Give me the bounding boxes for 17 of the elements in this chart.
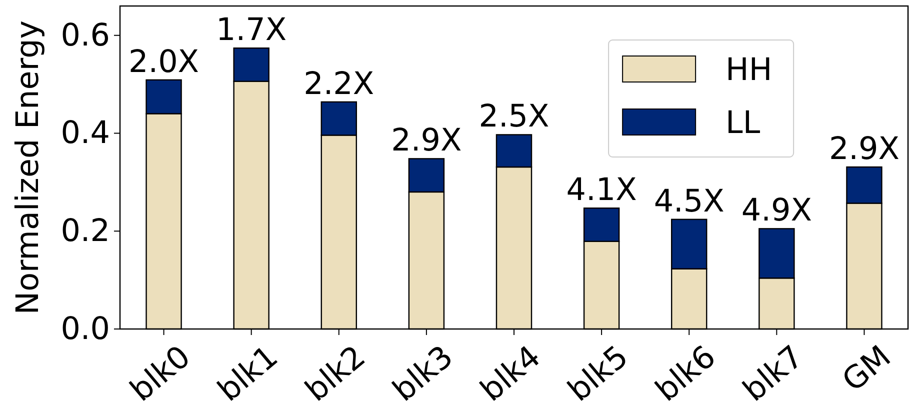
- y-tick-label: 0.4: [60, 115, 110, 152]
- annotation: 2.2X: [304, 66, 374, 102]
- annotation: 2.9X: [391, 122, 462, 159]
- annotation: 4.9X: [741, 192, 812, 229]
- annotation: 4.5X: [654, 183, 724, 220]
- y-tick-label: 0.6: [60, 17, 110, 54]
- annotation: 2.0X: [128, 44, 200, 80]
- annotation: 1.7X: [216, 12, 287, 48]
- annotation: 2.9X: [828, 131, 900, 168]
- legend-label: LL: [726, 105, 761, 141]
- legend-label: HH: [726, 52, 772, 88]
- x-tick-label: GM: [836, 338, 898, 399]
- y-tick-label: 0.2: [60, 213, 110, 250]
- annotation: 4.1X: [566, 172, 637, 208]
- y-tick-label: 0.0: [60, 311, 110, 347]
- y-axis-title: Normalized Energy: [10, 20, 46, 315]
- annotation: 2.5X: [478, 98, 550, 135]
